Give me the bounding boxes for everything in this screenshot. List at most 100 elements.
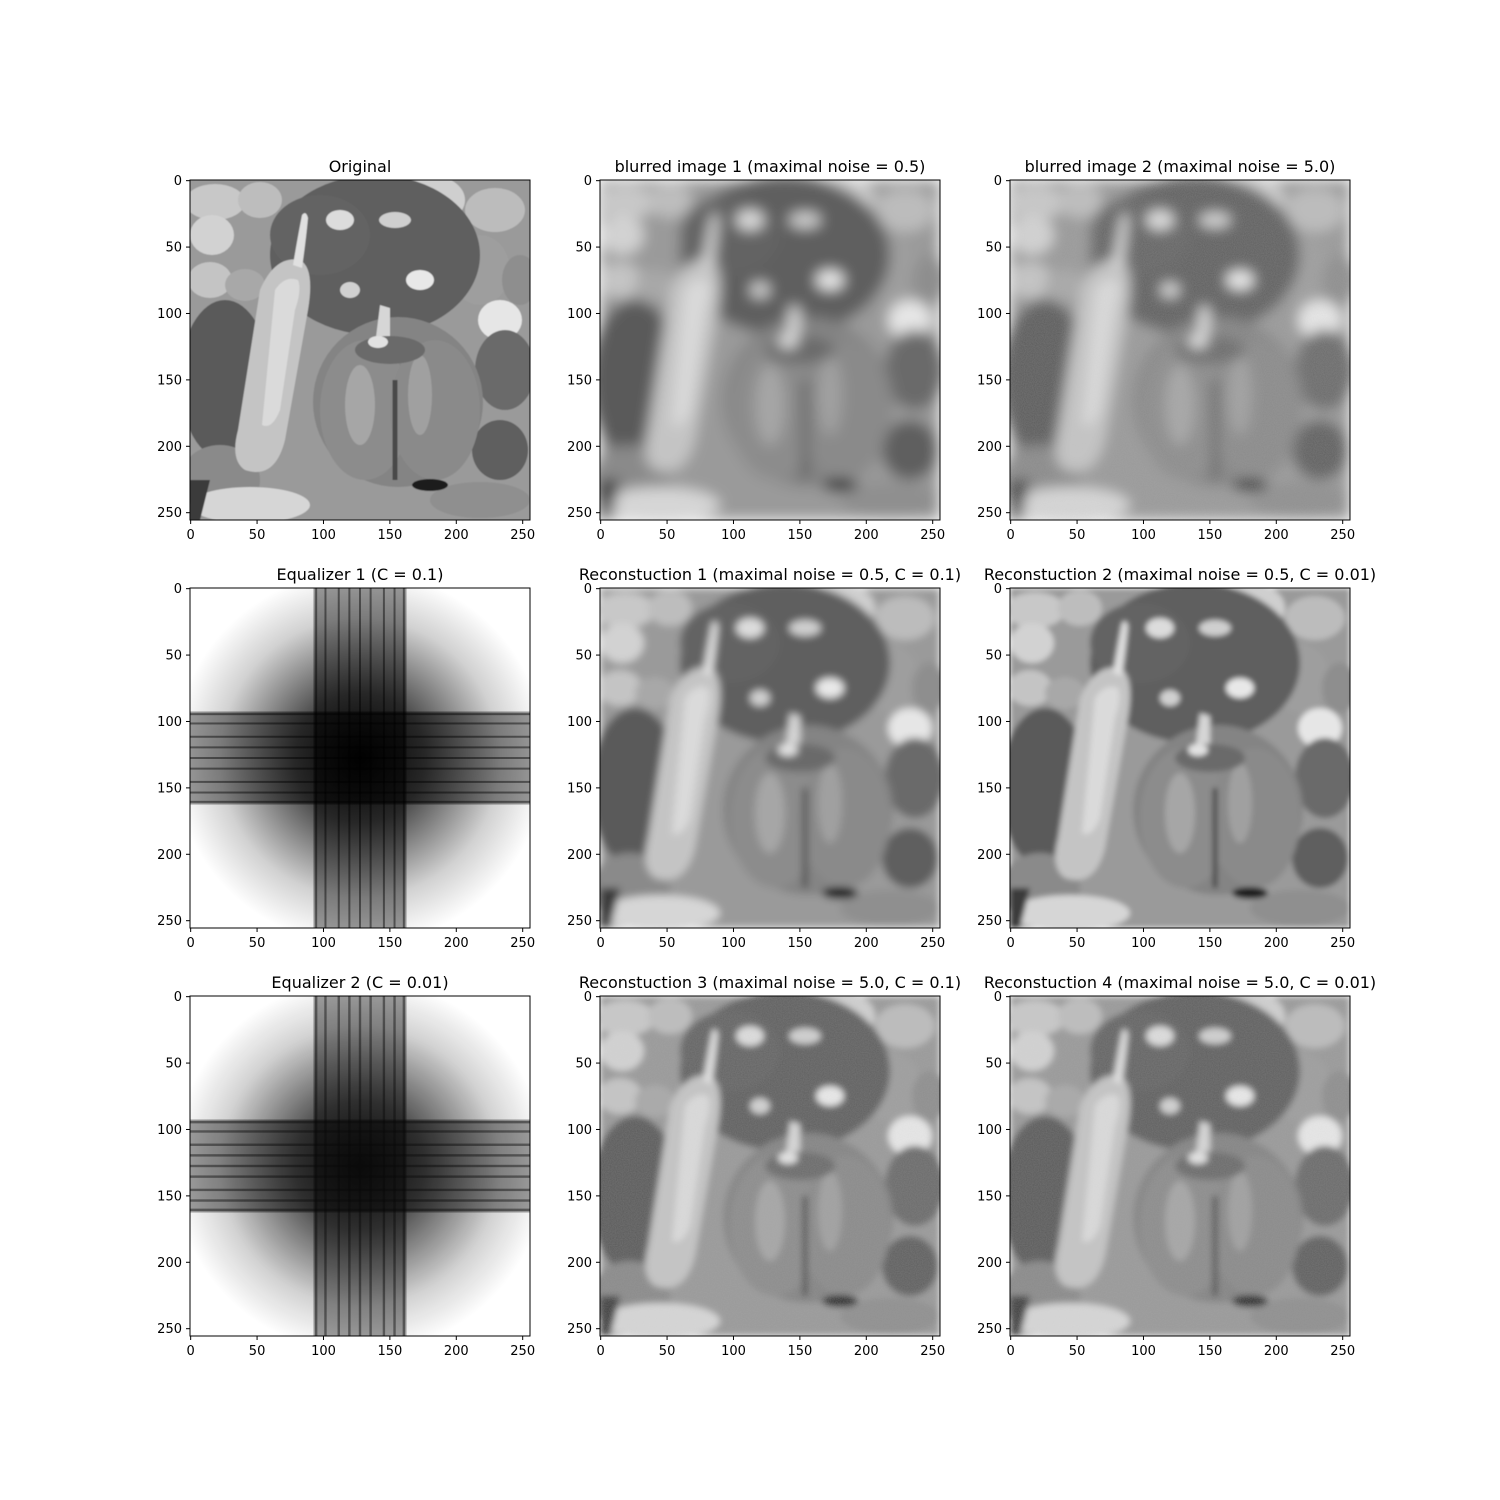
y-tick-label: 0 [994, 582, 1002, 597]
y-tick-label: 200 [567, 848, 592, 863]
axes-frame [1009, 179, 1351, 521]
panel-5: Reconstuction 1 (maximal noise = 0.5, C … [567, 565, 961, 951]
x-tick-label: 200 [854, 1344, 879, 1359]
x-tick-label: 100 [721, 528, 746, 543]
y-tick-label: 150 [157, 781, 182, 796]
y-tick-label: 200 [157, 848, 182, 863]
x-tick-label: 0 [187, 936, 195, 951]
axes-frame [189, 179, 531, 521]
x-tick-label: 100 [311, 1344, 336, 1359]
x-tick-label: 250 [1330, 528, 1355, 543]
x-tick-label: 150 [1197, 528, 1222, 543]
peppers-image [1000, 991, 1358, 1339]
y-tick-label: 150 [157, 373, 182, 388]
panel-title: blurred image 1 (maximal noise = 0.5) [615, 157, 926, 176]
x-tick-label: 50 [659, 936, 676, 951]
x-tick-label: 250 [510, 1344, 535, 1359]
x-tick-label: 150 [377, 528, 402, 543]
x-tick-label: 250 [1330, 936, 1355, 951]
y-tick-label: 0 [174, 174, 182, 189]
x-tick-label: 100 [721, 1344, 746, 1359]
y-tick-label: 50 [575, 1057, 592, 1072]
x-tick-label: 0 [187, 1344, 195, 1359]
panels-root: Original005050100100150150200200250250bl… [157, 157, 1376, 1359]
y-tick-label: 50 [985, 1057, 1002, 1072]
panel-title: Reconstuction 2 (maximal noise = 0.5, C … [984, 565, 1376, 584]
y-tick-label: 0 [994, 990, 1002, 1005]
x-tick-label: 150 [787, 936, 812, 951]
y-tick-label: 150 [567, 373, 592, 388]
y-tick-label: 150 [977, 781, 1002, 796]
x-tick-label: 100 [1131, 528, 1156, 543]
x-tick-label: 150 [787, 1344, 812, 1359]
y-tick-label: 0 [584, 174, 592, 189]
panel-title: Equalizer 2 (C = 0.01) [271, 973, 448, 992]
panel-title: Reconstuction 3 (maximal noise = 5.0, C … [579, 973, 961, 992]
x-tick-label: 250 [510, 528, 535, 543]
y-tick-label: 200 [567, 440, 592, 455]
x-tick-label: 150 [1197, 936, 1222, 951]
y-tick-label: 50 [575, 649, 592, 664]
x-tick-label: 250 [920, 528, 945, 543]
x-tick-label: 200 [1264, 1344, 1289, 1359]
x-tick-label: 50 [659, 1344, 676, 1359]
axes-frame [599, 587, 941, 929]
y-tick-label: 200 [977, 440, 1002, 455]
equalizer-image [190, 996, 530, 1336]
y-tick-label: 100 [977, 715, 1002, 730]
axes-frame [1009, 587, 1351, 929]
x-tick-label: 150 [787, 528, 812, 543]
y-tick-label: 0 [174, 582, 182, 597]
x-tick-label: 50 [1069, 936, 1086, 951]
x-tick-label: 0 [1007, 936, 1015, 951]
x-tick-label: 250 [920, 936, 945, 951]
peppers-image [590, 583, 948, 931]
panel-1: Original 0 0 50 50 100 100 150 150 200 200 250 250 [157, 157, 538, 543]
y-tick-label: 50 [165, 649, 182, 664]
x-tick-label: 200 [854, 936, 879, 951]
y-tick-label: 100 [157, 1123, 182, 1138]
y-tick-label: 250 [977, 506, 1002, 521]
x-tick-label: 200 [444, 1344, 469, 1359]
y-tick-label: 250 [977, 914, 1002, 929]
y-tick-label: 100 [157, 715, 182, 730]
y-tick-label: 250 [977, 1322, 1002, 1337]
y-tick-label: 250 [567, 1322, 592, 1337]
peppers-image [180, 175, 538, 523]
y-tick-label: 150 [157, 1189, 182, 1204]
y-tick-label: 200 [157, 440, 182, 455]
panel-title: Original [329, 157, 392, 176]
y-tick-label: 0 [584, 990, 592, 1005]
y-tick-label: 50 [165, 241, 182, 256]
axes-frame [1009, 995, 1351, 1337]
y-tick-label: 250 [157, 914, 182, 929]
y-tick-label: 100 [567, 1123, 592, 1138]
y-tick-label: 50 [575, 241, 592, 256]
y-tick-label: 0 [174, 990, 182, 1005]
panel-3: blurred image 2 (maximal noise = 5.0) 0 0 5… [977, 157, 1355, 543]
panel-title: Reconstuction 4 (maximal noise = 5.0, C … [984, 973, 1376, 992]
panel-title: blurred image 2 (maximal noise = 5.0) [1025, 157, 1336, 176]
x-tick-label: 50 [249, 1344, 266, 1359]
x-tick-label: 50 [1069, 528, 1086, 543]
x-tick-label: 50 [1069, 1344, 1086, 1359]
y-tick-label: 50 [985, 241, 1002, 256]
y-tick-label: 100 [977, 307, 1002, 322]
panel-8: Reconstuction 3 (maximal noise = 5.0, C … [567, 973, 961, 1359]
x-tick-label: 100 [311, 528, 336, 543]
y-tick-label: 100 [157, 307, 182, 322]
y-tick-label: 100 [567, 307, 592, 322]
y-tick-label: 150 [567, 781, 592, 796]
panel-2: blurred image 1 (maximal noise = 0.5) 0 0 5… [567, 157, 948, 543]
panel-title: Reconstuction 1 (maximal noise = 0.5, C … [579, 565, 961, 584]
axes-frame [599, 995, 941, 1337]
y-tick-label: 50 [165, 1057, 182, 1072]
x-tick-label: 100 [1131, 936, 1156, 951]
equalizer-image [190, 588, 530, 928]
peppers-image [590, 175, 948, 523]
x-tick-label: 100 [311, 936, 336, 951]
x-tick-label: 150 [377, 1344, 402, 1359]
x-tick-label: 50 [249, 936, 266, 951]
y-tick-label: 200 [977, 1256, 1002, 1271]
x-tick-label: 0 [597, 936, 605, 951]
